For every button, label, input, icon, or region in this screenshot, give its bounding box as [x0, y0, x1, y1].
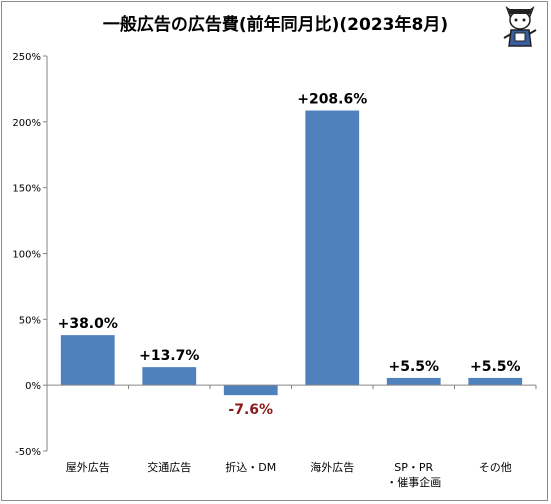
y-tick-label: 150% — [12, 184, 41, 195]
bar-value-label: +38.0% — [58, 316, 118, 332]
bar — [223, 385, 278, 396]
bar-value-label: +5.5% — [388, 359, 439, 375]
y-tick-label: 200% — [12, 118, 41, 129]
y-tick-label: 250% — [12, 52, 41, 63]
bar-value-label: +5.5% — [470, 359, 521, 375]
y-tick-label: -50% — [15, 447, 41, 458]
bars — [60, 110, 523, 396]
x-category-label: 海外広告 — [310, 460, 354, 474]
y-tick-label: 0% — [25, 381, 41, 392]
x-axis: 屋外広告 交通広告 折込・DM 海外広告 SP・PR・催事企画 その他 — [46, 384, 537, 489]
y-tick-label: 50% — [19, 315, 41, 326]
bar-value-label: +13.7% — [139, 348, 199, 364]
bar — [60, 335, 115, 386]
x-category-label: ・催事企画 — [386, 475, 441, 489]
chart-title: 一般広告の広告費(前年同月比)(2023年8月) — [102, 15, 449, 35]
bar — [386, 377, 441, 386]
x-category-label: SP・PR — [394, 461, 433, 474]
value-labels: +38.0% +13.7% -7.6% +208.6% +5.5% +5.5% — [58, 92, 521, 419]
x-category-label: 屋外広告 — [66, 461, 110, 474]
bar — [142, 367, 197, 386]
x-category-label: 交通広告 — [147, 460, 191, 474]
mascot-icon — [503, 6, 537, 47]
bar — [468, 377, 523, 386]
y-tick-label: 100% — [12, 250, 41, 261]
y-axis: -50% 0% 50% 100% 150% 200% 250% — [12, 52, 48, 458]
bar-value-label: +208.6% — [297, 92, 367, 108]
x-category-label: その他 — [479, 461, 512, 474]
x-category-label: 折込・DM — [225, 460, 276, 474]
bar-value-label: -7.6% — [228, 402, 273, 418]
bar — [305, 110, 360, 386]
